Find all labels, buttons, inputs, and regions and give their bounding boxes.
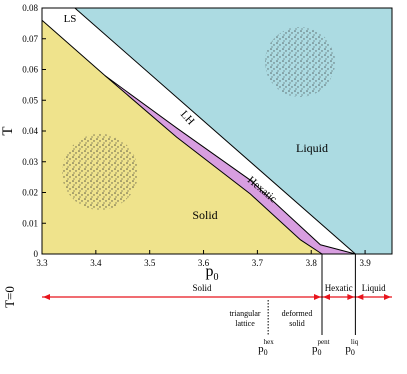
- phase-label: Hexatic: [325, 283, 353, 293]
- x-tick-label: 3.8: [306, 258, 318, 268]
- y-tick-label: 0.07: [22, 34, 38, 44]
- y-tick-label: 0: [34, 249, 39, 259]
- marker-sup: hex: [264, 338, 275, 346]
- marker-sup: liq: [351, 338, 359, 346]
- phase-boundary: [41, 19, 323, 255]
- marker-sub: 0: [264, 348, 268, 357]
- marker-label: p0 pent: [312, 338, 330, 357]
- arrow-head: [323, 294, 330, 300]
- marker-sup: pent: [318, 338, 330, 346]
- arrow-head: [356, 294, 364, 300]
- marker-label: p0 hex: [258, 338, 274, 357]
- marker-label: p0 liq: [345, 338, 358, 357]
- arrow-head: [347, 294, 355, 300]
- phase-label: Liquid: [362, 283, 386, 293]
- y-tick-label: 0.03: [22, 157, 38, 167]
- arrow-head: [384, 294, 391, 300]
- x-tick-label: 3.4: [90, 258, 102, 268]
- region-label: Liquid: [296, 141, 328, 155]
- x-tick-label: 3.9: [359, 258, 371, 268]
- marker-base: p: [312, 343, 318, 355]
- y-axis-label: T: [0, 126, 16, 135]
- marker-base: p: [345, 343, 351, 355]
- region-label: Solid: [192, 208, 217, 222]
- sub-phase-label: triangular: [229, 309, 260, 318]
- x-tick-label: 3.7: [252, 258, 264, 268]
- phase-label: Solid: [192, 283, 212, 293]
- phase-boundary: [74, 7, 356, 255]
- number-line-label: T=0: [2, 286, 17, 308]
- phase-boundary: [104, 75, 356, 255]
- y-tick-label: 0.04: [22, 126, 38, 136]
- x-tick-label: 3.3: [36, 258, 48, 268]
- region-label: LS: [64, 13, 77, 25]
- y-tick-label: 0.06: [22, 65, 38, 75]
- x-axis-label: p0: [206, 263, 219, 283]
- y-tick-label: 0.01: [22, 218, 38, 228]
- sub-phase-label: solid: [289, 319, 305, 328]
- liquid-snapshot: [265, 27, 335, 97]
- y-tick-label: 0.08: [22, 3, 38, 13]
- solid-snapshot: [62, 134, 138, 210]
- y-tick-label: 0.02: [22, 188, 38, 198]
- marker-base: p: [258, 343, 264, 355]
- sub-phase-label: lattice: [235, 319, 255, 328]
- arrow-head: [314, 294, 321, 300]
- arrow-head: [43, 294, 50, 300]
- x-tick-label: 3.5: [144, 258, 156, 268]
- x-axis-label-base: p: [206, 263, 214, 280]
- sub-phase-label: deformed: [282, 309, 313, 318]
- marker-sub: 0: [318, 348, 322, 357]
- marker-sub: 0: [351, 348, 355, 357]
- y-tick-label: 0.05: [22, 95, 38, 105]
- x-tick-label: 3.6: [198, 258, 210, 268]
- x-axis-label-sub: 0: [214, 272, 219, 283]
